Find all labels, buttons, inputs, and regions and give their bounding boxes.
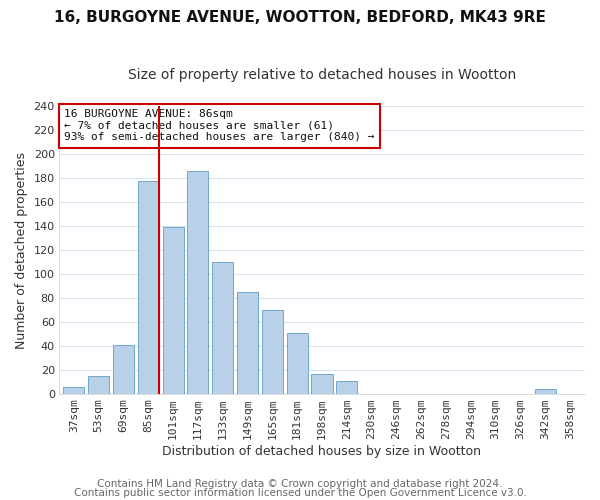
- Bar: [237, 292, 258, 394]
- Bar: [212, 262, 233, 394]
- Bar: [336, 381, 358, 394]
- Bar: [163, 228, 184, 394]
- Bar: [311, 374, 332, 394]
- Text: 16 BURGOYNE AVENUE: 86sqm
← 7% of detached houses are smaller (61)
93% of semi-d: 16 BURGOYNE AVENUE: 86sqm ← 7% of detach…: [64, 109, 375, 142]
- Bar: [287, 333, 308, 394]
- Bar: [113, 345, 134, 395]
- Text: 16, BURGOYNE AVENUE, WOOTTON, BEDFORD, MK43 9RE: 16, BURGOYNE AVENUE, WOOTTON, BEDFORD, M…: [54, 10, 546, 25]
- X-axis label: Distribution of detached houses by size in Wootton: Distribution of detached houses by size …: [163, 444, 481, 458]
- Bar: [262, 310, 283, 394]
- Bar: [535, 390, 556, 394]
- Text: Contains public sector information licensed under the Open Government Licence v3: Contains public sector information licen…: [74, 488, 526, 498]
- Y-axis label: Number of detached properties: Number of detached properties: [15, 152, 28, 349]
- Bar: [138, 180, 159, 394]
- Bar: [64, 387, 85, 394]
- Title: Size of property relative to detached houses in Wootton: Size of property relative to detached ho…: [128, 68, 516, 82]
- Bar: [187, 171, 208, 394]
- Text: Contains HM Land Registry data © Crown copyright and database right 2024.: Contains HM Land Registry data © Crown c…: [97, 479, 503, 489]
- Bar: [88, 376, 109, 394]
